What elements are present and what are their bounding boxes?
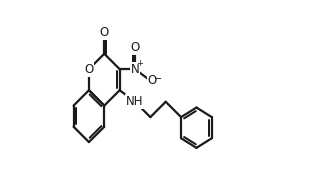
Text: O: O: [100, 26, 109, 39]
Text: O: O: [130, 41, 140, 54]
Text: +: +: [136, 59, 143, 68]
Text: N: N: [131, 63, 139, 76]
Text: O: O: [148, 74, 157, 87]
Text: −: −: [154, 74, 162, 84]
Text: NH: NH: [126, 95, 144, 108]
Text: O: O: [84, 63, 93, 76]
